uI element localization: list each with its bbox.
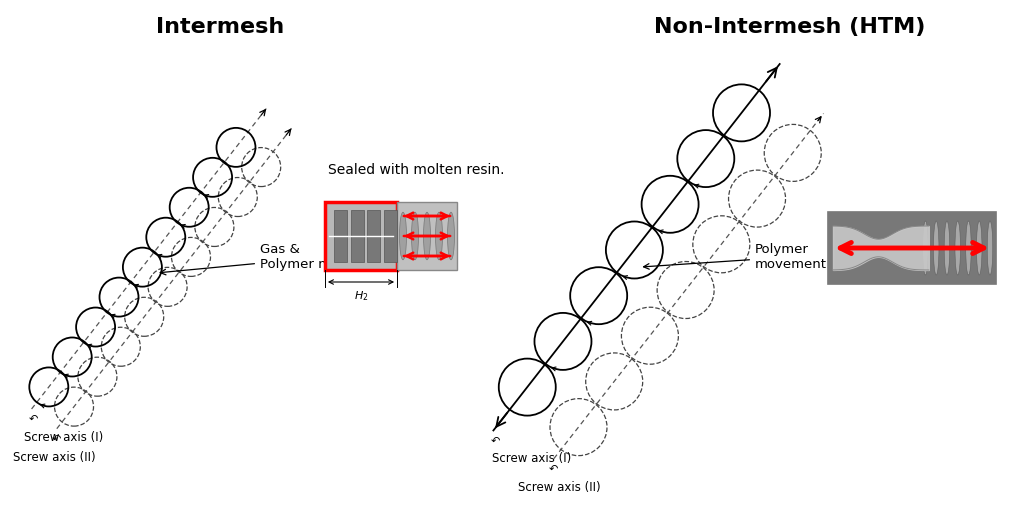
Ellipse shape xyxy=(944,221,949,275)
Ellipse shape xyxy=(966,221,971,275)
Bar xyxy=(397,202,457,270)
Text: $H_2$: $H_2$ xyxy=(353,289,369,303)
Ellipse shape xyxy=(424,212,430,260)
Bar xyxy=(828,212,996,284)
Text: Screw axis (II): Screw axis (II) xyxy=(517,481,600,494)
Ellipse shape xyxy=(955,221,961,275)
Bar xyxy=(334,210,347,262)
Text: Intermesh: Intermesh xyxy=(156,17,284,37)
Bar xyxy=(367,210,380,262)
Text: $\curvearrowleft$: $\curvearrowleft$ xyxy=(487,435,501,444)
Ellipse shape xyxy=(923,221,928,275)
Ellipse shape xyxy=(987,221,992,275)
Text: Screw axis (I): Screw axis (I) xyxy=(24,431,103,444)
Bar xyxy=(828,212,996,284)
Text: $\curvearrowleft$: $\curvearrowleft$ xyxy=(547,463,559,473)
Bar xyxy=(350,210,364,262)
Ellipse shape xyxy=(934,221,939,275)
Text: Non-Intermesh (HTM): Non-Intermesh (HTM) xyxy=(654,17,926,37)
Text: Polymer
movement: Polymer movement xyxy=(643,243,827,271)
Ellipse shape xyxy=(435,212,442,260)
Ellipse shape xyxy=(399,212,407,260)
Text: $\curvearrowleft$: $\curvearrowleft$ xyxy=(49,433,62,443)
Ellipse shape xyxy=(447,212,455,260)
Bar xyxy=(325,202,397,270)
Ellipse shape xyxy=(977,221,982,275)
Ellipse shape xyxy=(412,212,419,260)
Text: Screw axis (II): Screw axis (II) xyxy=(13,451,96,464)
Bar xyxy=(384,210,396,262)
Text: Gas &
Polymer movement: Gas & Polymer movement xyxy=(160,243,390,275)
Text: Sealed with molten resin.: Sealed with molten resin. xyxy=(328,163,505,177)
Text: Screw axis (I): Screw axis (I) xyxy=(492,453,571,465)
Text: $\curvearrowleft$: $\curvearrowleft$ xyxy=(26,413,39,423)
